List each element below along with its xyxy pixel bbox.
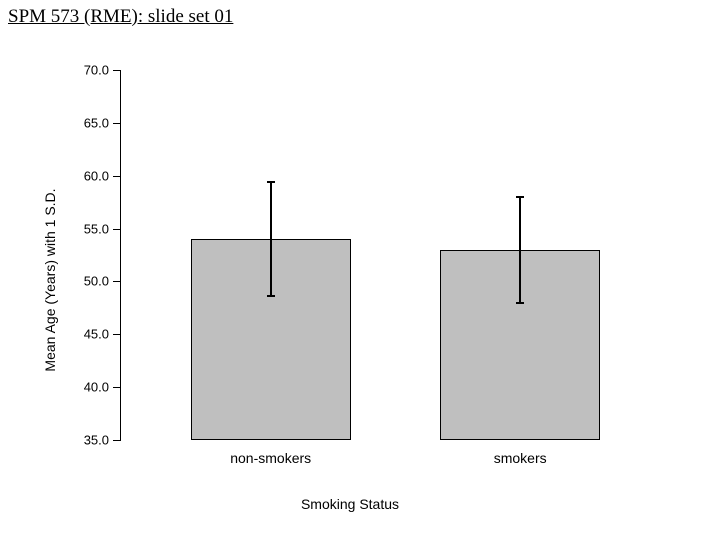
error-bar-cap [267,295,275,297]
y-tick-label: 40.0 [84,380,121,395]
error-bar [270,182,272,296]
error-bar [519,197,521,303]
error-bar-cap [516,302,524,304]
bar-chart: Mean Age (Years) with 1 S.D. 70.065.060.… [60,60,640,500]
y-tick-label: 35.0 [84,433,121,448]
category-label: non-smokers [230,440,311,466]
y-tick-label: 60.0 [84,168,121,183]
y-tick-label: 55.0 [84,221,121,236]
slide-header: SPM 573 (RME): slide set 01 [8,6,233,28]
y-tick-label: 65.0 [84,115,121,130]
plot-area: 70.065.060.055.050.045.040.035.0non-smok… [120,70,620,440]
x-axis-label: Smoking Status [301,496,399,512]
category-label: smokers [494,440,547,466]
y-tick-label: 50.0 [84,274,121,289]
error-bar-cap [516,196,524,198]
y-tick-label: 70.0 [84,63,121,78]
error-bar-cap [267,181,275,183]
y-tick-label: 45.0 [84,327,121,342]
y-axis-label: Mean Age (Years) with 1 S.D. [42,188,58,371]
